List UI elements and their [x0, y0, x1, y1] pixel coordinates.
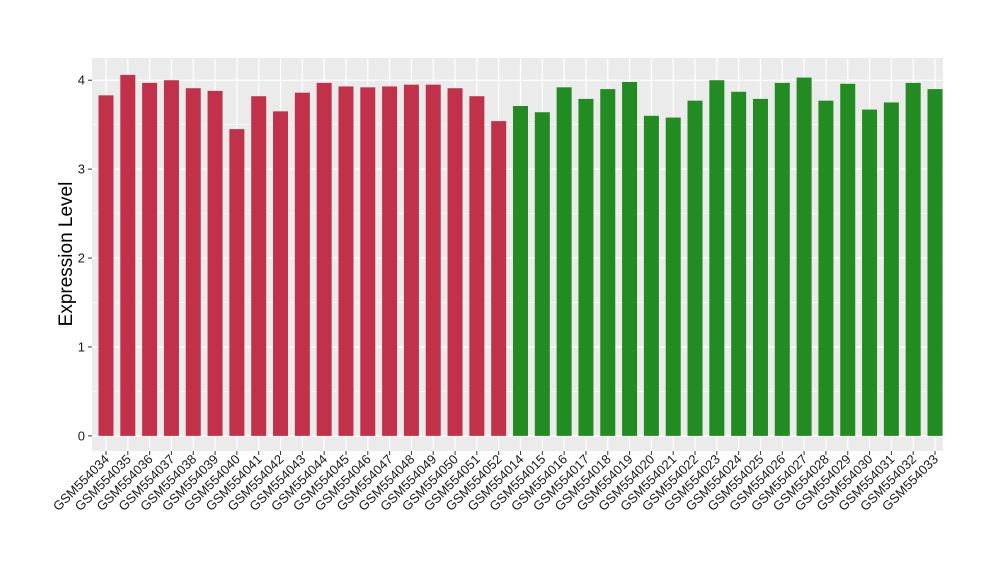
bar-GSM554038	[185, 88, 201, 436]
bar-GSM554049	[425, 84, 441, 436]
bar-GSM554017	[578, 98, 594, 436]
bar-GSM554043	[294, 92, 310, 436]
bar-GSM554044	[316, 82, 332, 436]
bar-GSM554047	[382, 86, 398, 436]
bar-GSM554034	[98, 95, 114, 436]
bar-GSM554024	[731, 91, 747, 436]
bar-GSM554039	[207, 90, 223, 436]
bar-GSM554032	[905, 82, 921, 436]
bar-GSM554052	[491, 121, 507, 436]
bar-GSM554035	[120, 74, 136, 436]
bar-GSM554023	[709, 80, 725, 436]
bar-GSM554051	[469, 96, 485, 436]
bars	[98, 74, 943, 436]
bar-GSM554029	[840, 83, 856, 436]
bar-GSM554033	[927, 89, 943, 436]
x-axis-ticks: GSM554034GSM554035GSM554036GSM554037GSM5…	[50, 451, 941, 514]
bar-GSM554018	[600, 89, 616, 436]
bar-GSM554048	[403, 84, 419, 436]
y-tick-label: 1	[78, 339, 85, 354]
bar-GSM554020	[643, 115, 659, 436]
bar-GSM554025	[752, 98, 768, 436]
bar-GSM554037	[163, 80, 179, 436]
bar-GSM554022	[687, 100, 703, 436]
bar-GSM554050	[447, 88, 463, 436]
y-tick-label: 4	[78, 73, 85, 88]
bar-GSM554021	[665, 117, 681, 436]
bar-GSM554031	[883, 102, 899, 436]
bar-GSM554046	[360, 87, 376, 436]
bar-GSM554041	[251, 96, 267, 436]
bar-GSM554045	[338, 86, 354, 436]
y-tick-label: 2	[78, 251, 85, 266]
bar-GSM554040	[229, 129, 245, 436]
y-axis-ticks: 0 1 2 3 4	[78, 73, 92, 443]
bar-GSM554042	[273, 111, 289, 436]
y-tick-label: 3	[78, 162, 85, 177]
bar-GSM554027	[796, 77, 812, 436]
bar-GSM554019	[622, 82, 638, 436]
bar-GSM554026	[774, 82, 790, 436]
bar-GSM554036	[142, 82, 158, 436]
bar-GSM554028	[818, 100, 834, 436]
y-axis-title: Expression Level	[56, 182, 77, 327]
bar-GSM554030	[862, 109, 878, 436]
y-tick-label: 0	[78, 428, 85, 443]
bar-GSM554016	[556, 87, 572, 436]
bar-GSM554015	[534, 112, 550, 436]
bar-GSM554014	[513, 106, 528, 436]
